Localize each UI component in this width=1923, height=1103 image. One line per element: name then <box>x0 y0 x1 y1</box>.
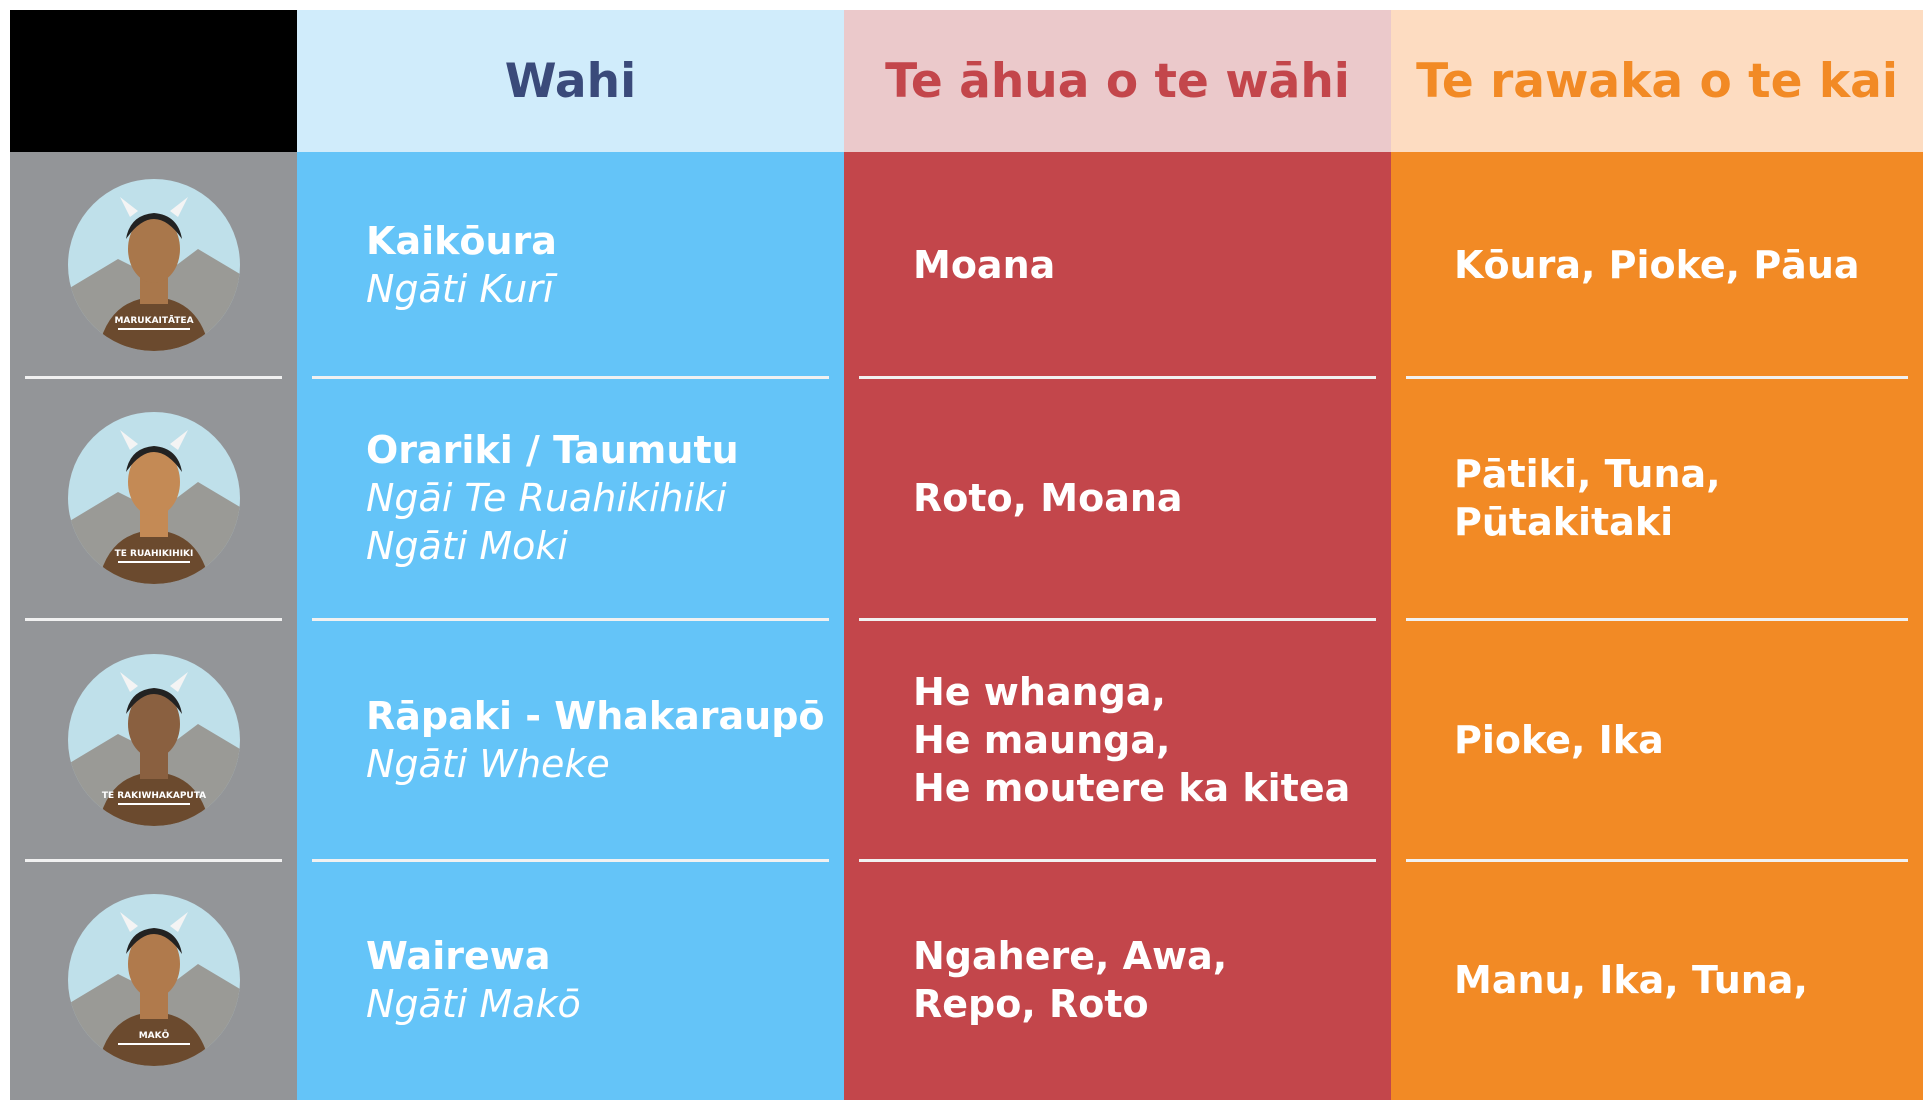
features-cell: Roto, Moana <box>844 377 1391 621</box>
portrait-cell: TE RAKIWHAKAPUTA <box>10 619 297 862</box>
portrait-caption: TE RAKIWHAKAPUTA <box>101 791 205 801</box>
feature-line: He whanga, <box>913 669 1166 714</box>
feature-line: Repo, Roto <box>913 982 1149 1026</box>
column-header: Wahi <box>297 10 844 152</box>
features-cell: He whanga, He maunga, He moutere ka kitea <box>844 619 1391 862</box>
row-separator <box>859 859 1376 862</box>
portrait: MAKŌ <box>67 894 240 1066</box>
portrait: TE RUAHIKIHIKI <box>67 412 240 584</box>
row-separator <box>1406 618 1908 621</box>
portrait-cell: MARUKAITĀTEA <box>10 152 297 379</box>
row-separator <box>312 859 829 862</box>
food-cell: Pioke, Ika <box>1391 619 1923 862</box>
row-separator <box>859 618 1376 621</box>
iwi-name: Ngāti Moki <box>366 524 568 568</box>
features-cell: Moana <box>844 152 1391 379</box>
feature-line: Ngahere, Awa, <box>913 934 1228 978</box>
food-line: Pātiki, Tuna, <box>1454 452 1721 496</box>
place-cell: Kaikōura Ngāti Kurī <box>297 152 844 379</box>
food-line: Pioke, Ika <box>1454 717 1664 762</box>
food-cell: Manu, Ika, Tuna, <box>1391 860 1923 1100</box>
place-cell: Wairewa Ngāti Makō <box>297 860 844 1100</box>
portrait-caption: TE RUAHIKIHIKI <box>114 549 193 559</box>
row-separator <box>25 376 282 379</box>
feature-line: He maunga, <box>913 717 1171 762</box>
portrait: MARUKAITĀTEA <box>67 178 240 351</box>
food-cell: Pātiki, Tuna, Pūtakitaki <box>1391 377 1923 621</box>
row-separator <box>859 376 1376 379</box>
place-name: Kaikōura <box>366 218 557 263</box>
iwi-name: Ngāti Makō <box>366 982 581 1026</box>
food-line: Pūtakitaki <box>1454 500 1674 544</box>
feature-line: Roto, Moana <box>913 476 1183 520</box>
table: Wahi Te āhua o te wāhi Te rawaka o te ka… <box>10 10 1923 1100</box>
feature-line: Moana <box>913 242 1056 287</box>
corner-cell <box>10 10 297 152</box>
place-cell: Rāpaki - Whakaraupō Ngāti Wheke <box>297 619 844 862</box>
row-separator <box>1406 859 1908 862</box>
feature-line: He moutere ka kitea <box>913 765 1351 810</box>
portrait-caption: MAKŌ <box>138 1030 169 1041</box>
food-line: Manu, Ika, Tuna, <box>1454 958 1808 1002</box>
place-name: Rāpaki - Whakaraupō <box>366 693 825 738</box>
food-cell: Kōura, Pioke, Pāua <box>1391 152 1923 379</box>
column-header: Te āhua o te wāhi <box>844 10 1391 152</box>
row-separator <box>25 859 282 862</box>
portrait-cell: TE RUAHIKIHIKI <box>10 377 297 621</box>
place-name: Orariki / Taumutu <box>366 428 739 472</box>
portrait-caption: MARUKAITĀTEA <box>114 315 193 326</box>
food-line: Kōura, Pioke, Pāua <box>1454 242 1860 287</box>
iwi-name: Ngāti Wheke <box>366 741 610 786</box>
row-separator <box>25 618 282 621</box>
row-separator <box>312 618 829 621</box>
features-cell: Ngahere, Awa, Repo, Roto <box>844 860 1391 1100</box>
row-separator <box>1406 376 1908 379</box>
iwi-name: Ngāi Te Ruahikihiki <box>366 476 727 520</box>
iwi-name: Ngāti Kurī <box>366 266 554 311</box>
place-name: Wairewa <box>366 934 551 978</box>
portrait-cell: MAKŌ <box>10 860 297 1100</box>
row-separator <box>312 376 829 379</box>
column-header: Te rawaka o te kai <box>1391 10 1923 152</box>
portrait: TE RAKIWHAKAPUTA <box>67 653 240 826</box>
place-cell: Orariki / Taumutu Ngāi Te Ruahikihiki Ngāt… <box>297 377 844 621</box>
